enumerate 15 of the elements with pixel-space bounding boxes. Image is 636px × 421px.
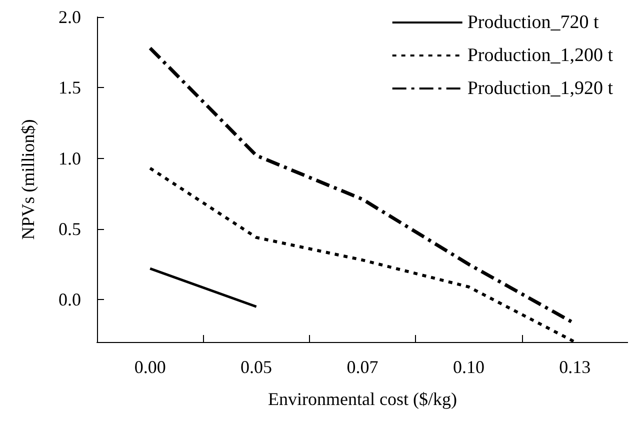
y-tick-label: 2.0 (58, 7, 81, 27)
legend-label: Production_1,200 t (467, 45, 614, 66)
x-tick-label: 0.05 (240, 357, 272, 377)
y-tick-label: 1.5 (58, 78, 81, 98)
x-tick-label: 0.13 (559, 357, 591, 377)
x-tick-label: 0.07 (346, 357, 378, 377)
x-tick-label: 0.00 (134, 357, 166, 377)
y-tick-label: 0.5 (58, 218, 81, 239)
y-axis-title: NPVs (million$) (18, 119, 38, 240)
y-tick-label: 0.0 (58, 290, 81, 310)
legend-label: Production_1,920 t (467, 78, 614, 99)
legend-label: Production_720 t (467, 12, 600, 33)
y-tick-label: 1.0 (58, 148, 81, 168)
x-tick-label: 0.10 (452, 357, 484, 377)
x-axis-title: Environmental cost ($/kg) (268, 389, 457, 409)
